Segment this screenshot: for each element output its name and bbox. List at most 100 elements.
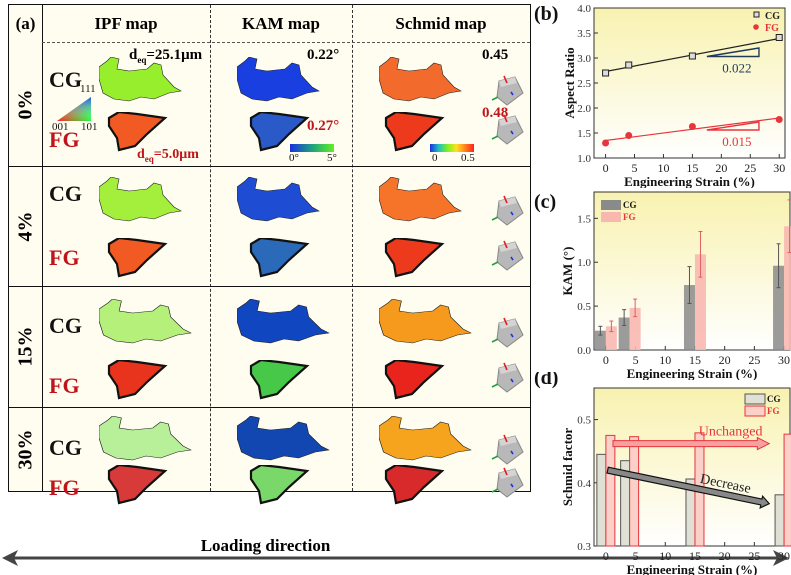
y-tick-label: 1.0 xyxy=(577,257,591,269)
fg-label: FG xyxy=(49,373,80,398)
cg-kam-grain-map xyxy=(237,57,320,102)
x-axis-label: Engineering Strain (%) xyxy=(627,562,758,575)
y-tick-label: 0.3 xyxy=(577,541,591,553)
y-tick-label: 2.5 xyxy=(577,78,591,90)
fg-label: FG xyxy=(49,245,80,270)
cube-axis-green xyxy=(491,338,499,343)
row-divider xyxy=(9,407,530,408)
x-tick-label: 15 xyxy=(686,161,698,175)
x-tick-label: 0 xyxy=(603,549,609,563)
crystal-orientation-cube-icon xyxy=(491,240,524,271)
fg-schmid-grain-map xyxy=(384,112,445,152)
y-tick-label: 1.5 xyxy=(577,213,591,225)
cg-schmid-value: 0.45 xyxy=(482,47,509,63)
fg-grain-shape xyxy=(384,112,445,152)
fg-grain-shape xyxy=(249,465,310,505)
data-point-FG xyxy=(602,139,610,147)
cube-axis-red xyxy=(503,195,508,204)
legend-label-FG: FG xyxy=(767,406,780,416)
panel-label: (d) xyxy=(534,372,558,389)
legend-label-CG: CG xyxy=(765,11,780,22)
fg-ipf-grain-map xyxy=(107,112,168,152)
x-tick-label: 25 xyxy=(748,549,760,563)
cube-axis-green xyxy=(491,261,499,266)
x-tick-label: 25 xyxy=(748,353,760,367)
legend-swatch-FG xyxy=(601,212,621,222)
x-tick-label: 5 xyxy=(632,161,638,175)
cg-label: CG xyxy=(49,181,82,206)
panel-a-grain-maps: (a) IPF map KAM map Schmid map 0% 4% 15%… xyxy=(8,4,531,505)
loading-direction: Loading direction xyxy=(0,495,791,575)
legend-label-FG: FG xyxy=(623,212,636,222)
data-point-CG xyxy=(688,52,696,60)
decrease-arrow-icon xyxy=(606,466,771,509)
cg-grain-shape xyxy=(237,416,330,461)
cg-deq-label: deq=25.1μm xyxy=(129,47,203,65)
cube-top xyxy=(499,436,517,446)
cg-schmid-grain-map xyxy=(379,299,472,344)
legend-marker-CG xyxy=(753,11,760,18)
x-tick-label: 30 xyxy=(778,549,790,563)
kam-colorbar-min: 0° xyxy=(289,152,299,164)
cube-axis-blue xyxy=(510,483,514,488)
y-tick-label: 4.0 xyxy=(577,3,591,15)
column-header-kam: KAM map xyxy=(242,13,320,33)
bar-FG xyxy=(629,436,640,547)
cg-grain-shape xyxy=(99,57,182,102)
fg-schmid-grain-map xyxy=(384,360,445,400)
cube-top xyxy=(499,242,517,252)
crystal-orientation-cube-icon xyxy=(491,195,524,226)
plot-area xyxy=(593,7,786,159)
cg-grain-shape xyxy=(99,299,192,344)
cg-kam-grain-map xyxy=(237,416,330,461)
x-tick-label: 30 xyxy=(773,161,785,175)
row-label-30: 30% xyxy=(14,429,36,469)
fg-grain-shape xyxy=(107,112,168,152)
column-header-ipf: IPF map xyxy=(94,13,158,33)
bar-FG xyxy=(784,226,791,350)
fg-schmid-grain-map xyxy=(384,238,445,278)
cg-grain-shape xyxy=(379,299,472,344)
slope-label-FG: 0.015 xyxy=(722,134,751,149)
fg-grain-shape xyxy=(384,360,445,400)
panel-label: (c) xyxy=(534,191,556,213)
fg-kam-value: 0.27° xyxy=(307,118,340,134)
data-point-FG xyxy=(625,132,633,139)
cg-grain-shape xyxy=(379,177,462,222)
cube-axis-red xyxy=(503,434,508,443)
cube-top xyxy=(499,77,517,87)
data-point-CG xyxy=(602,69,610,77)
x-tick-label: 5 xyxy=(633,549,639,563)
legend-swatch-CG xyxy=(601,200,621,210)
row-label-0: 0% xyxy=(14,89,36,119)
cube-axis-blue xyxy=(510,333,514,338)
crystal-orientation-cube-icon xyxy=(491,317,524,348)
fg-grain-shape xyxy=(249,112,310,152)
cg-ipf-grain-map xyxy=(99,57,182,102)
x-tick-label: 10 xyxy=(659,549,671,563)
column-divider xyxy=(352,5,353,491)
x-tick-label: 15 xyxy=(689,549,701,563)
cg-ipf-grain-map xyxy=(99,299,192,344)
loading-direction-label: Loading direction xyxy=(200,536,331,555)
bar-CG xyxy=(773,265,785,350)
row-divider xyxy=(9,166,530,167)
y-tick-label: 3.0 xyxy=(577,53,591,65)
x-tick-label: 30 xyxy=(778,353,790,367)
cube-axis-green xyxy=(491,383,499,388)
cube-axis-red xyxy=(503,75,508,84)
row-label-15: 15% xyxy=(14,326,36,367)
y-tick-label: 2.0 xyxy=(577,103,591,115)
cg-schmid-grain-map xyxy=(379,416,472,461)
y-axis-label: Aspect Ratio xyxy=(562,47,577,118)
cube-axis-red xyxy=(503,362,508,371)
schmid-colorbar-max: 0.5 xyxy=(461,152,475,164)
panel-a-label: (a) xyxy=(15,13,36,33)
cube-axis-red xyxy=(503,317,508,326)
row-divider xyxy=(9,286,530,287)
unchanged-arrow-icon xyxy=(612,436,771,451)
cg-grain-shape xyxy=(99,416,192,461)
row-label-4: 4% xyxy=(14,211,36,241)
fg-schmid-value: 0.48 xyxy=(482,105,509,121)
cg-ipf-grain-map xyxy=(99,416,192,461)
